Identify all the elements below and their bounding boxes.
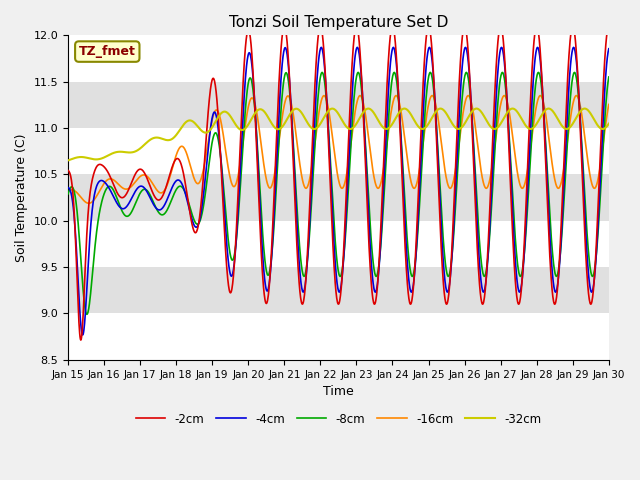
-2cm [245, 28, 253, 34]
-32cm [422, 124, 430, 130]
Legend: -2cm, -4cm, -8cm, -16cm, -32cm: -2cm, -4cm, -8cm, -16cm, -32cm [131, 408, 546, 431]
-16cm [185, 157, 193, 163]
Line: -16cm: -16cm [68, 96, 609, 204]
Bar [68, 36, 609, 82]
Line: -2cm: -2cm [68, 26, 609, 340]
-4cm [64, 185, 72, 191]
-16cm [172, 155, 179, 160]
-8cm [83, 312, 91, 317]
-4cm [353, 45, 361, 50]
-4cm [245, 50, 253, 56]
-4cm [185, 204, 193, 209]
-16cm [245, 100, 253, 106]
-32cm [541, 108, 548, 113]
-16cm [85, 201, 93, 206]
Text: TZ_fmet: TZ_fmet [79, 45, 136, 58]
-2cm [77, 337, 84, 343]
-2cm [541, 143, 548, 149]
-8cm [541, 134, 549, 140]
-8cm [245, 76, 253, 82]
Bar [68, 82, 609, 128]
-8cm [185, 200, 193, 206]
X-axis label: Time: Time [323, 385, 354, 398]
-8cm [423, 86, 431, 92]
Bar [68, 267, 609, 313]
-8cm [390, 70, 398, 75]
-4cm [493, 72, 501, 78]
-16cm [541, 109, 549, 115]
Bar [68, 221, 609, 267]
-32cm [473, 106, 481, 111]
-32cm [605, 121, 612, 127]
Title: Tonzi Soil Temperature Set D: Tonzi Soil Temperature Set D [228, 15, 448, 30]
Line: -8cm: -8cm [68, 72, 609, 314]
-2cm [64, 168, 72, 173]
-16cm [422, 113, 430, 119]
Bar [68, 313, 609, 360]
-2cm [172, 157, 179, 163]
-16cm [605, 102, 612, 108]
-32cm [245, 121, 253, 127]
-32cm [172, 133, 179, 139]
Line: -32cm: -32cm [68, 108, 609, 160]
Bar [68, 174, 609, 221]
-32cm [64, 157, 72, 163]
-2cm [605, 23, 612, 29]
-8cm [493, 103, 501, 109]
-4cm [541, 140, 549, 145]
-4cm [79, 332, 86, 338]
-4cm [172, 179, 179, 184]
-2cm [185, 202, 193, 208]
-4cm [423, 56, 431, 61]
-2cm [422, 32, 430, 37]
-32cm [493, 125, 501, 131]
Y-axis label: Soil Temperature (C): Soil Temperature (C) [15, 133, 28, 262]
-8cm [605, 74, 612, 80]
-16cm [493, 121, 501, 127]
Line: -4cm: -4cm [68, 48, 609, 335]
-32cm [184, 118, 192, 123]
-4cm [605, 46, 612, 52]
-2cm [493, 48, 501, 53]
Bar [68, 128, 609, 174]
-16cm [64, 189, 72, 194]
-16cm [428, 93, 436, 98]
-8cm [172, 188, 179, 194]
-8cm [64, 191, 72, 197]
